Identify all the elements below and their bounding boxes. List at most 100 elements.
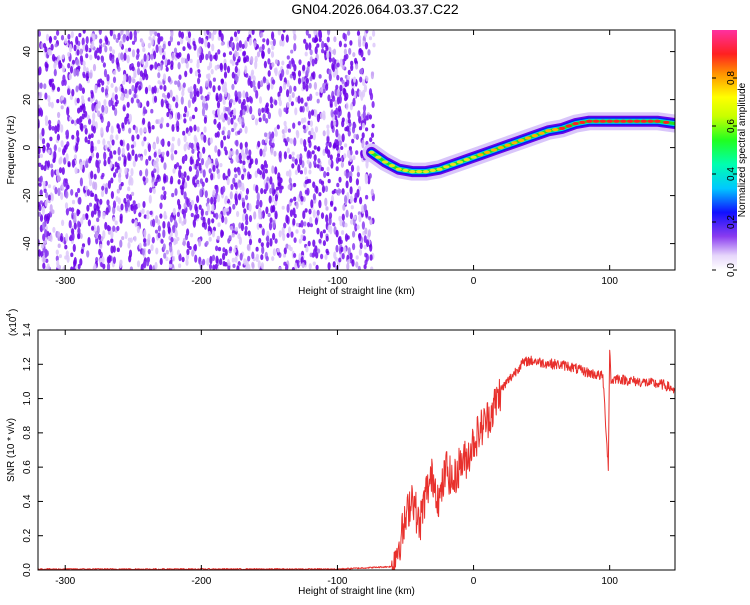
noise-speckle — [303, 38, 307, 44]
noise-speckle — [109, 30, 113, 37]
noise-speckle — [205, 210, 209, 216]
noise-speckle — [121, 122, 125, 129]
noise-speckle — [261, 43, 265, 51]
noise-speckle — [260, 242, 264, 247]
noise-speckle — [291, 163, 295, 169]
noise-speckle — [76, 97, 80, 104]
noise-speckle — [180, 57, 185, 64]
noise-speckle — [188, 45, 192, 50]
noise-speckle — [323, 43, 327, 48]
x-tick-label: -300 — [55, 276, 75, 287]
noise-speckle — [110, 125, 114, 134]
noise-speckle — [111, 49, 116, 55]
noise-speckle — [322, 148, 326, 156]
noise-speckle — [325, 214, 329, 223]
noise-speckle — [77, 65, 81, 70]
noise-speckle — [106, 74, 110, 82]
noise-speckle — [171, 143, 175, 151]
noise-speckle — [75, 143, 79, 152]
noise-speckle — [159, 46, 163, 56]
noise-speckle — [139, 127, 143, 134]
noise-speckle — [345, 53, 349, 60]
noise-speckle — [58, 167, 63, 174]
noise-speckle — [39, 153, 44, 158]
noise-speckle — [268, 221, 273, 231]
noise-speckle — [48, 101, 52, 107]
noise-speckle — [98, 30, 102, 35]
noise-speckle — [291, 151, 295, 156]
noise-speckle — [213, 196, 217, 205]
noise-speckle — [201, 181, 205, 188]
noise-speckle — [60, 34, 65, 41]
noise-speckle — [103, 68, 108, 78]
noise-speckle — [133, 205, 137, 215]
noise-speckle — [77, 187, 81, 194]
signal-blob — [415, 170, 423, 174]
signal-blob — [368, 150, 375, 154]
noise-speckle — [143, 126, 147, 133]
noise-speckle — [100, 127, 104, 134]
noise-speckle — [361, 204, 365, 214]
noise-speckle — [151, 181, 155, 188]
noise-speckle — [232, 203, 236, 210]
noise-speckle — [157, 148, 161, 156]
noise-speckle — [296, 154, 300, 159]
noise-speckle — [91, 102, 95, 112]
noise-speckle — [272, 232, 276, 241]
noise-speckle — [178, 74, 182, 80]
noise-speckle — [231, 232, 235, 238]
noise-speckle — [203, 126, 207, 133]
noise-speckle — [359, 196, 363, 205]
noise-speckle — [107, 180, 111, 189]
noise-speckle — [81, 113, 85, 120]
noise-speckle — [64, 255, 68, 260]
noise-speckle — [90, 91, 94, 99]
noise-speckle — [83, 65, 87, 72]
noise-speckle — [68, 43, 73, 53]
noise-speckle — [43, 188, 47, 193]
noise-speckle — [217, 172, 221, 180]
noise-speckle — [65, 207, 69, 216]
noise-speckle — [131, 218, 135, 224]
noise-speckle — [235, 36, 239, 42]
noise-speckle — [213, 30, 217, 35]
noise-speckle — [363, 203, 367, 211]
noise-speckle — [276, 124, 280, 130]
noise-speckle — [62, 74, 66, 83]
noise-speckle — [229, 191, 233, 200]
noise-speckle — [358, 213, 362, 223]
noise-speckle — [270, 40, 274, 46]
noise-speckle — [196, 61, 200, 69]
noise-speckle — [166, 111, 170, 118]
noise-speckle — [99, 243, 103, 250]
noise-speckle — [171, 136, 175, 142]
noise-speckle — [302, 124, 306, 130]
noise-speckle — [196, 195, 200, 204]
noise-speckle — [47, 48, 51, 56]
noise-speckle — [151, 170, 155, 178]
noise-speckle — [330, 109, 334, 118]
noise-speckle — [111, 139, 115, 146]
noise-speckle — [85, 44, 89, 53]
noise-speckle — [187, 131, 191, 136]
noise-speckle — [67, 33, 71, 40]
noise-speckle — [267, 58, 271, 65]
noise-speckle — [347, 69, 351, 75]
signal-blob — [436, 167, 443, 171]
noise-speckle — [349, 154, 353, 163]
colorbar-tick-label: 0.4 — [726, 167, 737, 181]
noise-speckle — [312, 193, 316, 201]
noise-speckle — [230, 158, 234, 164]
spectrogram-frame — [37, 29, 676, 271]
noise-speckle — [146, 100, 150, 107]
noise-speckle — [119, 239, 123, 248]
noise-speckle — [96, 217, 100, 223]
noise-speckle — [308, 151, 312, 159]
noise-speckle — [267, 47, 271, 55]
noise-speckle — [153, 95, 158, 103]
noise-speckle — [141, 140, 145, 147]
noise-speckle — [42, 221, 46, 231]
noise-speckle — [159, 202, 163, 210]
noise-speckle — [362, 79, 366, 86]
noise-speckle — [309, 216, 313, 224]
